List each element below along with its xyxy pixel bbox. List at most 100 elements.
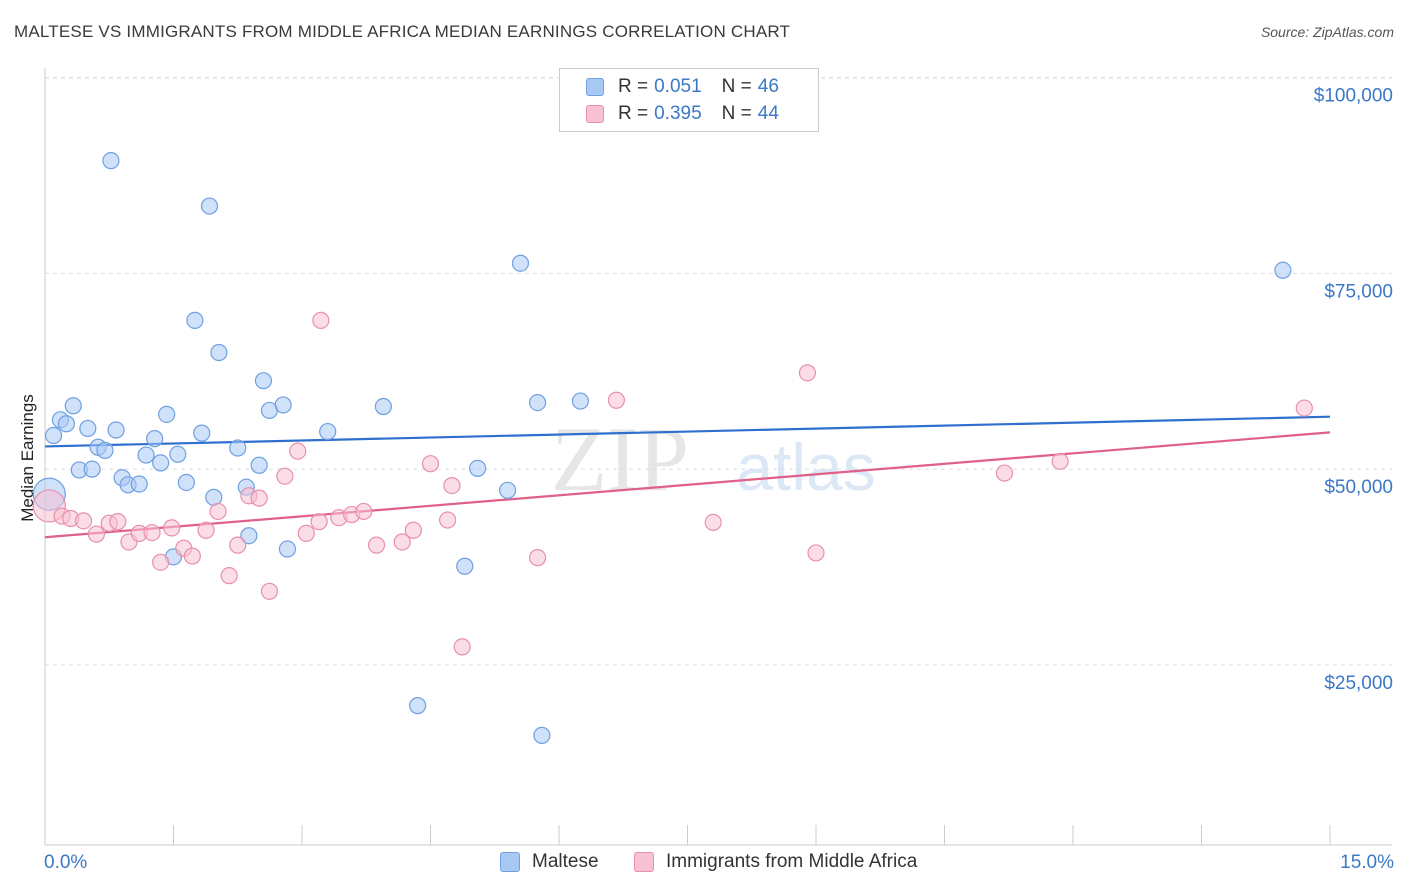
middle-africa-point bbox=[439, 511, 457, 529]
middle-africa-point bbox=[404, 521, 422, 539]
chart-title: MALTESE VS IMMIGRANTS FROM MIDDLE AFRICA… bbox=[14, 22, 791, 41]
maltese-point bbox=[469, 459, 487, 477]
trend-lines bbox=[44, 415, 1331, 539]
middle-africa-point bbox=[704, 513, 722, 532]
middle-africa-point bbox=[355, 502, 373, 521]
maltese-point bbox=[499, 481, 517, 499]
middle-africa-point bbox=[528, 549, 547, 567]
legend-label: Maltese bbox=[532, 851, 599, 872]
legend-row-middle-africa: R = 0.395 N = 44 bbox=[586, 101, 779, 127]
maltese-point bbox=[83, 460, 101, 478]
maltese-point bbox=[240, 527, 258, 545]
maltese-trend-line bbox=[44, 415, 1331, 448]
legend-label: Immigrants from Middle Africa bbox=[666, 851, 918, 872]
middle-africa-point bbox=[87, 525, 106, 543]
x-axis-max-label: 15.0% bbox=[1340, 852, 1394, 873]
middle-africa-point bbox=[421, 455, 440, 473]
y-axis-title: Median Earnings bbox=[18, 394, 37, 522]
middle-africa-point bbox=[152, 553, 170, 571]
middle-africa-point bbox=[250, 489, 268, 507]
maltese-point bbox=[250, 456, 268, 474]
r-value: 0.051 bbox=[654, 76, 702, 97]
maltese-point bbox=[229, 439, 247, 457]
middle-africa-point bbox=[453, 638, 471, 656]
maltese-point bbox=[200, 197, 219, 215]
watermark-atlas: atlas bbox=[736, 430, 875, 504]
maltese-point bbox=[511, 254, 530, 272]
middle-africa-point bbox=[312, 311, 330, 329]
maltese-point bbox=[278, 540, 297, 558]
maltese-point bbox=[177, 473, 195, 492]
stats-legend: R = 0.051 N = 46 R = 0.395 N = 44 bbox=[559, 68, 819, 132]
middle-africa-point bbox=[260, 582, 279, 600]
gridlines bbox=[45, 77, 1392, 666]
middle-africa-point bbox=[443, 477, 461, 495]
middle-africa-point bbox=[229, 536, 247, 554]
maltese-point bbox=[571, 392, 590, 410]
maltese-point bbox=[186, 311, 204, 329]
source-label: Source: ZipAtlas.com bbox=[1260, 24, 1394, 40]
legend-item-maltese[interactable]: Maltese bbox=[500, 851, 599, 873]
middle-africa-point bbox=[297, 524, 315, 542]
n-value: 44 bbox=[757, 103, 779, 124]
r-label: R = bbox=[618, 76, 649, 97]
maltese-point bbox=[44, 426, 63, 445]
middle-africa-point bbox=[393, 533, 411, 551]
maltese-point bbox=[169, 445, 187, 463]
legend-item-middle-africa[interactable]: Immigrants from Middle Africa bbox=[634, 851, 917, 873]
maltese-point bbox=[533, 726, 551, 744]
y-tick-labels: $25,000 $50,000 $75,000 $100,000 bbox=[1314, 86, 1393, 694]
middle-africa-point bbox=[220, 567, 238, 585]
y-tick-label: $25,000 bbox=[1324, 673, 1393, 694]
maltese-point bbox=[1274, 261, 1292, 279]
legend-swatch-blue bbox=[500, 852, 520, 872]
middle-africa-point bbox=[807, 544, 825, 562]
y-tick-label: $50,000 bbox=[1324, 477, 1393, 498]
maltese-point bbox=[409, 697, 427, 715]
watermark: ZIP atlas bbox=[551, 408, 876, 510]
legend-swatch-blue bbox=[586, 78, 604, 96]
middle-africa-point bbox=[197, 521, 215, 539]
maltese-point bbox=[64, 397, 82, 415]
middle-africa-point bbox=[109, 513, 127, 531]
middle-africa-point bbox=[310, 513, 328, 531]
maltese-point bbox=[254, 372, 273, 390]
middle-africa-point bbox=[163, 519, 181, 537]
middle-africa-point bbox=[143, 523, 161, 542]
r-label: R = bbox=[618, 103, 649, 124]
middle-africa-point bbox=[995, 464, 1014, 482]
maltese-point bbox=[274, 396, 292, 414]
middle-africa-point bbox=[74, 512, 93, 530]
middle-africa-trend-line bbox=[44, 431, 1331, 539]
middle-africa-point bbox=[289, 442, 307, 460]
maltese-point bbox=[456, 557, 474, 575]
maltese-point bbox=[210, 343, 228, 362]
maltese-point bbox=[319, 422, 337, 441]
y-tick-label: $100,000 bbox=[1314, 86, 1393, 107]
n-label: N = bbox=[721, 103, 752, 124]
x-axis-min-label: 0.0% bbox=[44, 852, 88, 873]
maltese-point bbox=[374, 397, 392, 416]
maltese-point bbox=[57, 415, 76, 433]
maltese-point bbox=[137, 446, 155, 464]
middle-africa-point bbox=[209, 502, 227, 521]
maltese-point bbox=[528, 394, 547, 412]
middle-africa-point bbox=[1295, 399, 1313, 417]
middle-africa-point bbox=[183, 547, 201, 565]
maltese-point bbox=[193, 424, 211, 442]
middle-africa-point bbox=[798, 364, 817, 382]
axes bbox=[44, 68, 1392, 846]
n-label: N = bbox=[721, 76, 752, 97]
middle-africa-point bbox=[607, 391, 625, 409]
maltese-point bbox=[79, 419, 97, 438]
legend-row-maltese: R = 0.051 N = 46 bbox=[586, 74, 779, 100]
maltese-point bbox=[96, 441, 114, 459]
maltese-point bbox=[130, 475, 148, 493]
legend-swatch-pink bbox=[586, 105, 604, 123]
n-value: 46 bbox=[757, 76, 779, 97]
maltese-point bbox=[102, 152, 120, 170]
middle-africa-point bbox=[276, 467, 294, 485]
y-tick-label: $75,000 bbox=[1324, 281, 1393, 302]
data-points bbox=[32, 152, 1313, 744]
